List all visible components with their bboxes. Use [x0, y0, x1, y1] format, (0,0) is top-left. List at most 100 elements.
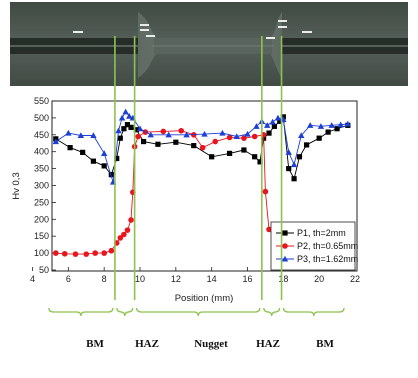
x-tick-label: 6	[66, 274, 71, 284]
series-1-point	[271, 123, 277, 129]
series-1-point	[67, 145, 73, 151]
series-2-point	[52, 250, 59, 256]
series-3-point	[136, 125, 144, 132]
x-tick-label: 4	[30, 274, 35, 284]
series-2-point	[160, 128, 167, 135]
y-tick-label: 150	[34, 231, 49, 241]
series-3-point	[90, 132, 97, 139]
series-3-point	[52, 138, 59, 145]
series-2-point	[117, 235, 124, 241]
series-2-point	[226, 134, 233, 141]
series-1-point	[121, 126, 127, 132]
x-tick-label: 22	[350, 274, 360, 284]
series-3-point	[244, 130, 251, 137]
series-2-point	[251, 133, 258, 140]
series-3-point	[290, 161, 298, 168]
series-2-point	[199, 144, 206, 151]
y-tick-label: 100	[34, 248, 49, 258]
series-1-point	[90, 158, 97, 164]
legend-label: P1, th=2mm	[297, 228, 346, 238]
x-tick-label: 16	[242, 274, 252, 284]
series-2-point	[241, 135, 247, 141]
series-3-point	[233, 133, 240, 140]
series-1-point	[133, 127, 140, 133]
zone-brace	[135, 307, 261, 317]
x-tick-label: 8	[102, 274, 107, 284]
series-1-point	[80, 149, 86, 155]
zone-label: HAZ	[256, 338, 280, 350]
series-3-point	[165, 131, 172, 138]
x-axis: 4 6 8 10 12 14 16 18 20 22	[30, 267, 360, 284]
zone-label: BM	[86, 338, 104, 350]
series-1-point	[124, 122, 131, 128]
series-2-point	[262, 188, 269, 195]
series-3-point	[344, 120, 352, 127]
series-2-point	[83, 251, 90, 257]
series-1-point	[291, 176, 297, 182]
x-tick-label: 12	[171, 274, 181, 284]
y-tick-label: 550	[34, 96, 49, 106]
series-2-point	[178, 127, 185, 134]
zone-labels: BM HAZ Nugget HAZ BM	[86, 338, 334, 350]
series-2-point	[121, 231, 127, 238]
series-3-point	[219, 129, 226, 136]
series-3-point	[269, 118, 276, 125]
series-2-point	[212, 138, 219, 145]
y-tick-label: 250	[34, 197, 49, 207]
x-tick-label: 10	[135, 274, 145, 284]
series-3-point	[65, 129, 72, 136]
series-1-point	[325, 129, 331, 135]
zone-label: BM	[316, 338, 334, 350]
series-1-point	[241, 147, 247, 153]
zone-braces	[48, 307, 345, 317]
zone-brace	[116, 307, 134, 317]
series-2-point	[128, 217, 134, 223]
zone-brace	[48, 307, 114, 317]
y-tick-label: 500	[34, 113, 49, 123]
zone-brace	[263, 307, 281, 317]
y-tick-label: 350	[34, 164, 49, 174]
series-3-point	[298, 132, 305, 139]
zone-lines	[114, 36, 283, 300]
series-3-point	[183, 131, 190, 138]
series-1-point	[140, 138, 147, 145]
legend-label: P2, th=0.65mm	[297, 241, 358, 251]
series-2-point	[108, 247, 115, 254]
series-2-point	[266, 226, 272, 233]
series-1-point	[128, 124, 134, 130]
series-1-point	[191, 143, 197, 149]
series-3-point	[328, 122, 335, 128]
zone-label: Nugget	[194, 338, 228, 350]
series-layer	[52, 108, 352, 258]
series-1-point	[277, 118, 283, 124]
series-1-point	[296, 154, 303, 160]
series-1-line	[55, 115, 348, 180]
legend-marker	[281, 255, 289, 262]
series-2-point	[72, 251, 79, 257]
y-axis: 50 100 150 200 250 300 350 400 450 500 550	[34, 96, 56, 275]
series-3-point	[337, 121, 344, 128]
series-3-point	[307, 122, 314, 128]
x-tick-label: 18	[278, 274, 288, 284]
plot-frame	[51, 100, 358, 272]
series-3-point	[126, 113, 133, 119]
y-tick-label: 200	[34, 214, 49, 224]
series-2-point	[101, 250, 107, 256]
legend: P1, th=2mm P2, th=0.65mm P3, th=1.62mm	[270, 221, 358, 271]
zone-label: HAZ	[135, 338, 159, 350]
series-1-point	[316, 135, 322, 141]
series-2-point	[124, 227, 131, 233]
series-1-point	[257, 159, 263, 165]
y-axis-title: Hv 0,3	[11, 172, 22, 199]
y-tick-label: 450	[34, 130, 49, 140]
axis-titles: Position (mm) Hv 0,3	[11, 172, 233, 304]
series-1-point	[173, 139, 179, 145]
series-3-point	[122, 108, 129, 115]
series-1-point	[304, 142, 310, 148]
series-3-point	[115, 127, 122, 134]
y-tick-label: 400	[34, 147, 49, 157]
y-tick-label: 50	[39, 265, 49, 275]
series-1-point	[209, 154, 215, 160]
x-axis-title: Position (mm)	[175, 293, 234, 304]
